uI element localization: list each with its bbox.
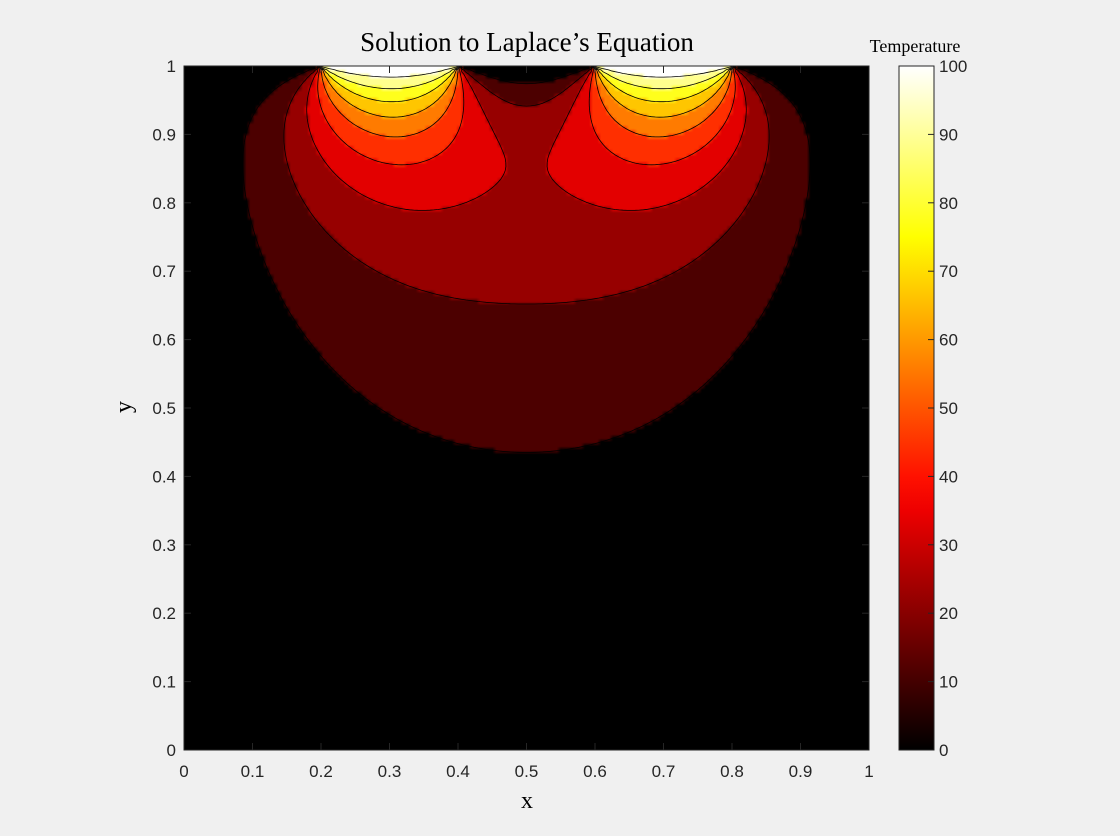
x-tick-label: 1 — [864, 762, 873, 781]
colorbar-ticks: 0 10 20 30 40 50 60 70 80 90 100 — [928, 57, 967, 760]
x-axis-ticks: 0 0.1 0.2 0.3 0.4 0.5 0.6 0.7 0.8 0.9 1 — [179, 66, 874, 781]
y-tick-label: 0.2 — [152, 604, 176, 623]
y-tick-label: 0.3 — [152, 536, 176, 555]
colorbar-tick-label: 30 — [939, 536, 958, 555]
y-tick-label: 0.7 — [152, 262, 176, 281]
colorbar: 0 10 20 30 40 50 60 70 80 90 100 Temperature — [870, 36, 968, 760]
x-tick-label: 0.1 — [241, 762, 265, 781]
x-tick-label: 0.9 — [789, 762, 813, 781]
colorbar-tick-label: 20 — [939, 604, 958, 623]
colorbar-tick-label: 70 — [939, 262, 958, 281]
y-tick-label: 0.9 — [152, 125, 176, 144]
y-axis-label: y — [111, 401, 137, 413]
colorbar-tick-label: 50 — [939, 399, 958, 418]
y-tick-label: 0.8 — [152, 194, 176, 213]
x-tick-label: 0.5 — [515, 762, 539, 781]
contour-line-90 — [320, 66, 733, 78]
x-tick-label: 0.6 — [583, 762, 607, 781]
y-tick-label: 0.5 — [152, 399, 176, 418]
y-tick-label: 0.6 — [152, 331, 176, 350]
contour-line-10 — [242, 66, 811, 453]
x-tick-label: 0 — [179, 762, 188, 781]
y-axis-ticks: 0 0.1 0.2 0.3 0.4 0.5 0.6 0.7 0.8 0.9 1 — [152, 57, 869, 760]
colorbar-tick-label: 0 — [939, 741, 948, 760]
x-tick-label: 0.2 — [309, 762, 333, 781]
x-tick-label: 0.7 — [652, 762, 676, 781]
y-tick-label: 0.1 — [152, 673, 176, 692]
contour-line-80 — [319, 66, 734, 90]
x-tick-label: 0.3 — [378, 762, 402, 781]
contour-line-30 — [306, 66, 747, 211]
plot-area — [183, 65, 870, 751]
colorbar-tick-label: 10 — [939, 673, 958, 692]
contour-lines — [242, 66, 811, 453]
x-tick-label: 0.4 — [446, 762, 470, 781]
colorbar-tick-label: 40 — [939, 467, 958, 486]
contour-line-50 — [318, 66, 735, 138]
chart-title: Solution to Laplace’s Equation — [360, 27, 694, 57]
contour-line-70 — [319, 66, 734, 103]
colorbar-tick-label: 80 — [939, 194, 958, 213]
contour-line-40 — [317, 66, 736, 166]
y-tick-label: 0 — [167, 741, 176, 760]
y-tick-label: 0.4 — [152, 467, 176, 486]
contour-line-60 — [319, 66, 734, 118]
colorbar-tick-label: 100 — [939, 57, 967, 76]
colorbar-label: Temperature — [870, 36, 961, 56]
contour-fill — [184, 66, 869, 750]
x-axis-label: x — [521, 788, 533, 814]
x-tick-label: 0.8 — [720, 762, 744, 781]
colorbar-tick-label: 90 — [939, 125, 958, 144]
y-tick-label: 1 — [167, 57, 176, 76]
colorbar-tick-label: 60 — [939, 331, 958, 350]
contour-line-20 — [283, 66, 770, 305]
